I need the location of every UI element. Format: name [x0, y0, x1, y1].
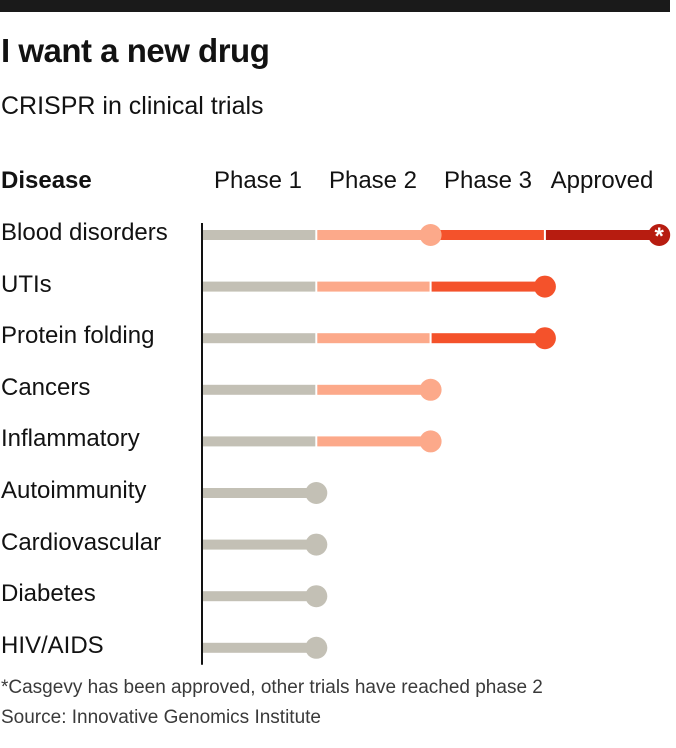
bar-segment-protein-folding-phase-3: [431, 333, 544, 344]
bar-segment-hiv-aids-phase-1: [203, 642, 316, 653]
end-marker-cardiovascular: [305, 533, 328, 556]
bar-segment-inflammatory-phase-1: [203, 436, 316, 447]
top-rule: [0, 0, 670, 12]
stage-header-phase-2: Phase 2: [328, 167, 418, 194]
bar-segment-cancers-phase-2: [317, 384, 430, 395]
bar-segment-cancers-phase-1: [203, 384, 316, 395]
bar-segment-protein-folding-phase-2: [317, 333, 430, 344]
stage-marker-blood-disorders: [419, 224, 442, 246]
bar-segment-diabetes-phase-1: [203, 591, 316, 602]
category-label-cardiovascular: Cardiovascular: [1, 528, 162, 556]
bar-segment-blood-disorders-phase-2: [317, 230, 430, 240]
category-label-protein-folding: Protein folding: [1, 322, 155, 350]
footnote: *Casgevy has been approved, other trials…: [1, 677, 543, 698]
category-label-inflammatory: Inflammatory: [1, 425, 140, 453]
end-marker-inflammatory: [419, 430, 442, 453]
end-marker-diabetes: [305, 585, 328, 608]
category-label-autoimmunity: Autoimmunity: [1, 477, 147, 504]
end-marker-hiv-aids: [305, 636, 328, 659]
bar-segment-blood-disorders-approved: [545, 230, 659, 240]
bar-segment-blood-disorders-phase-3: [431, 230, 544, 240]
bar-segment-utis-phase-2: [317, 281, 430, 292]
category-label-hiv-aids: HIV/AIDS: [1, 631, 104, 659]
bar-segment-utis-phase-3: [431, 281, 544, 292]
end-marker-autoimmunity: [305, 482, 328, 504]
category-label-utis: UTIs: [1, 270, 52, 298]
end-marker-utis: [533, 275, 556, 298]
category-label-blood-disorders: Blood disorders: [1, 219, 168, 246]
bar-segment-cardiovascular-phase-1: [203, 539, 316, 550]
annotation-asterisk: *: [655, 223, 665, 250]
end-marker-protein-folding: [533, 327, 556, 350]
end-marker-cancers: [419, 378, 442, 401]
category-header: Disease: [1, 167, 92, 194]
category-label-diabetes: Diabetes: [1, 580, 96, 608]
stage-header-phase-3: Phase 3: [443, 167, 533, 194]
bar-segment-protein-folding-phase-1: [203, 333, 316, 344]
bar-segment-autoimmunity-phase-1: [203, 488, 316, 498]
bar-segment-utis-phase-1: [203, 281, 316, 292]
bar-segment-inflammatory-phase-2: [317, 436, 430, 447]
bar-segment-blood-disorders-phase-1: [203, 230, 316, 240]
stage-header-phase-1: Phase 1: [213, 167, 303, 194]
chart-subtitle: CRISPR in clinical trials: [1, 92, 264, 120]
chart-title: I want a new drug: [1, 32, 270, 69]
end-marker-blood-disorders: [648, 224, 671, 246]
stage-header-approved: Approved: [550, 167, 654, 194]
source-note: Source: Innovative Genomics Institute: [1, 707, 321, 728]
category-label-cancers: Cancers: [1, 373, 91, 401]
